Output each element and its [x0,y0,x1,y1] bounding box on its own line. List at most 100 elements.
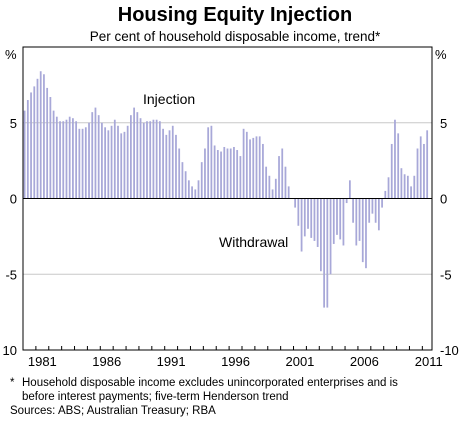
bar-14 [68,116,71,199]
bar-50 [184,171,187,199]
bar-17 [78,128,81,199]
bar-120 [410,186,412,199]
bar-15 [72,118,74,199]
x-tick-label-2: 1991 [157,354,186,369]
withdrawal-annotation: Withdrawal [219,234,288,250]
bar-61 [220,151,222,199]
plot-frame [22,46,433,351]
bar-67 [239,156,242,199]
injection-annotation: Injection [143,91,195,107]
bar-56 [204,148,206,199]
bar-82 [287,186,290,199]
bar-108 [371,198,374,214]
y-tick-label-left-4: 10 [3,343,17,358]
bar-124 [423,143,425,199]
bar-95 [329,198,332,275]
bar-60 [216,150,219,199]
x-tick-label-4: 2001 [285,354,314,369]
bar-16 [75,121,78,199]
x-tick-label-6: 2011 [415,354,443,369]
bar-80 [281,148,284,199]
bar-88 [307,198,309,229]
bar-11 [59,121,61,199]
bar-34 [133,107,135,199]
bar-63 [226,148,229,199]
bar-117 [400,168,403,199]
bar-105 [361,198,364,263]
footnote-line-1: Household disposable income excludes uni… [22,377,398,389]
y-tick-label-right-3: -5 [440,267,452,282]
bar-115 [394,119,396,199]
bar-71 [252,137,255,199]
bar-28 [113,119,116,199]
y-tick-label-right-1: 5 [440,116,447,131]
bar-26 [107,130,110,199]
bar-94 [326,198,329,308]
bar-118 [403,174,406,199]
bar-64 [229,148,232,199]
bar-116 [397,133,400,199]
bar-79 [278,156,280,199]
bar-39 [149,121,152,199]
bar-125 [426,130,429,199]
bar-4 [36,78,39,199]
x-tick-label-0: 1981 [28,354,57,369]
bar-32 [126,125,129,199]
y-tick-labels: 5 5 0 0 -5 -5 10 -10 [3,116,459,358]
y-tick-label-left-1: 5 [10,116,17,131]
bar-38 [146,121,148,199]
bar-96 [332,198,335,244]
bar-40 [152,119,155,199]
bar-85 [297,198,300,226]
bar-87 [303,198,306,237]
bar-series [23,71,429,308]
bar-23 [97,115,100,199]
bar-111 [381,198,383,208]
bar-46 [171,125,174,199]
bar-52 [191,186,193,199]
bar-9 [52,110,55,199]
bar-47 [175,134,177,199]
bar-103 [355,198,358,246]
bar-97 [336,198,338,235]
bar-51 [187,180,190,199]
bar-19 [84,127,87,199]
bar-20 [88,122,90,199]
bar-25 [104,127,107,199]
bar-21 [91,112,94,199]
bar-5 [39,71,42,199]
sources-line: Sources: ABS; Australian Treasury; RBA [10,405,216,417]
bar-75 [265,166,268,199]
bar-49 [181,162,184,199]
bar-45 [168,130,171,199]
bar-1 [26,100,29,199]
bar-73 [258,136,261,199]
y-tick-label-left-2: 0 [10,192,17,207]
bar-110 [377,198,380,231]
bar-92 [320,198,322,272]
bar-91 [316,198,319,247]
bar-93 [323,198,325,308]
bar-3 [33,86,36,199]
bar-109 [374,198,377,223]
bar-113 [387,177,390,199]
y-tick-label-right-2: 0 [440,192,447,207]
bar-76 [268,175,271,199]
bar-10 [55,116,58,199]
x-ticks: 1981 1986 1991 1996 2001 2006 2011 [22,346,443,369]
y-tick-label-left-3: -5 [5,267,17,282]
bar-8 [49,97,52,199]
bar-101 [348,180,351,199]
footnote-line-2: before interest payments; five-term Hend… [22,391,289,403]
bar-119 [406,175,409,199]
right-unit-label: % [435,47,447,62]
bar-31 [123,131,126,199]
bar-35 [136,112,139,199]
bar-33 [130,115,132,199]
bar-29 [117,125,119,199]
bar-36 [139,118,142,199]
bar-86 [300,198,303,252]
bar-114 [390,143,393,199]
bar-74 [262,143,264,199]
bar-30 [120,133,123,199]
